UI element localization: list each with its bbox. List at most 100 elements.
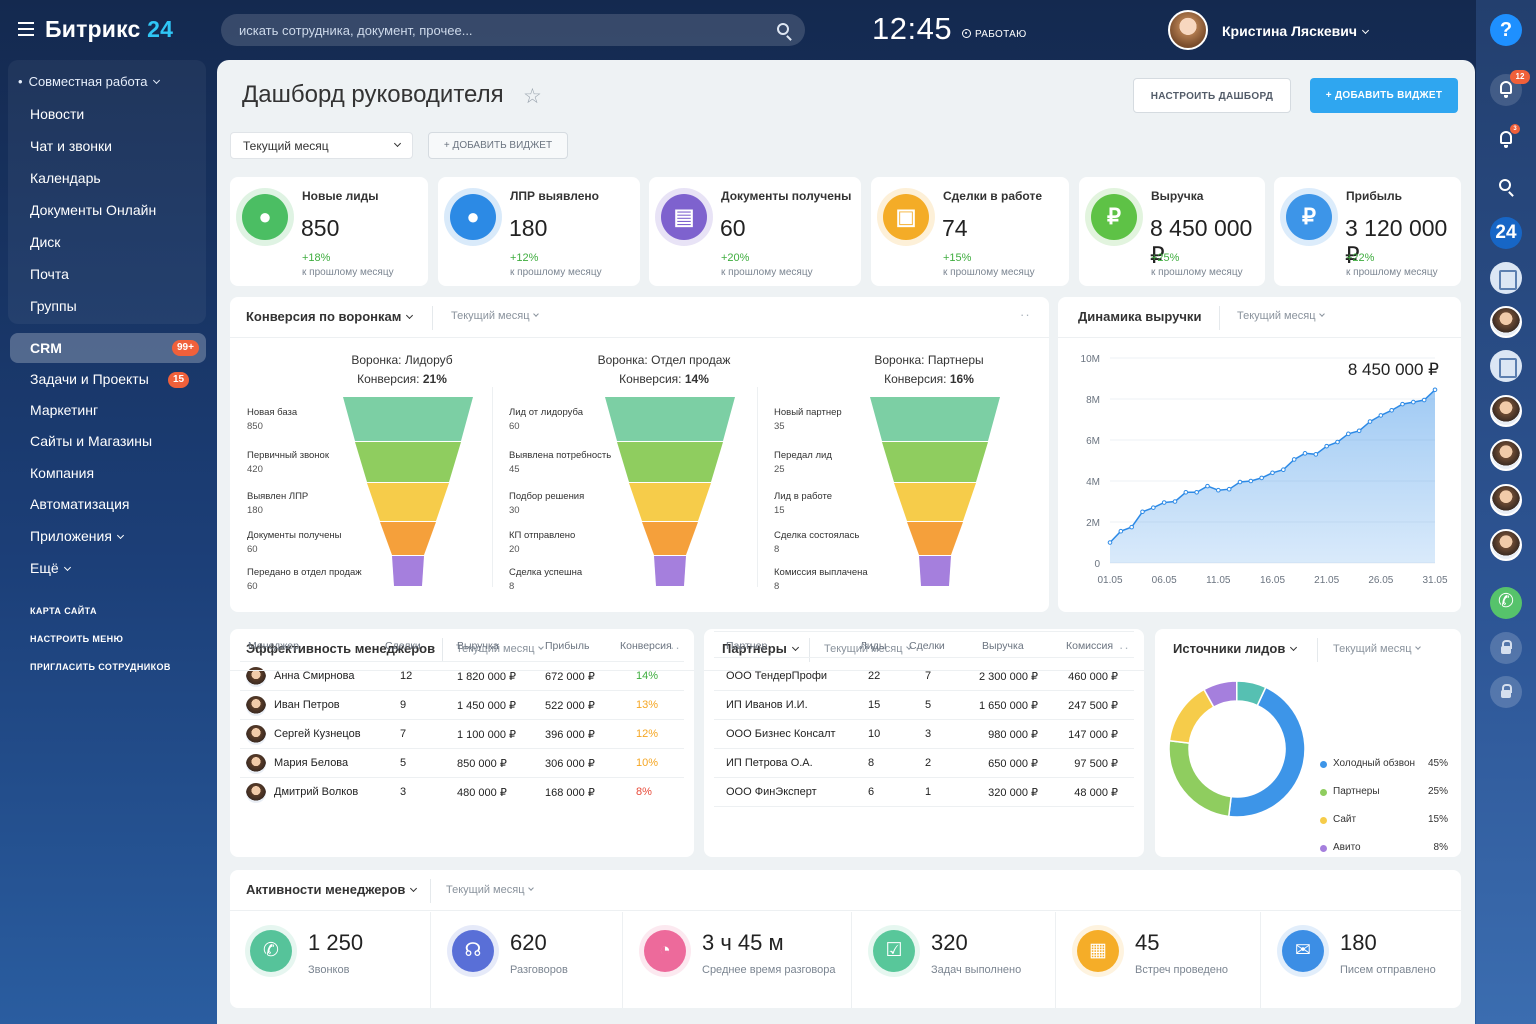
card-title[interactable]: Конверсия по воронкам [246, 309, 414, 324]
card-title[interactable]: Активности менеджеров [246, 882, 418, 897]
period-select[interactable]: Текущий месяц [1333, 643, 1421, 655]
manager-name[interactable]: Мария Белова [274, 757, 349, 769]
kpi-card[interactable]: ● ЛПР выявлено 180 +12% к прошлому месяцу [438, 177, 640, 286]
invite-employees-link[interactable]: ПРИГЛАСИТЬ СОТРУДНИКОВ [30, 662, 171, 672]
pie-slice[interactable] [1236, 680, 1267, 707]
sidebar-item-docs[interactable]: Документы Онлайн [30, 202, 157, 218]
help-button[interactable]: ? [1490, 14, 1522, 46]
sidebar-item-tasks[interactable]: Задачи и Проекты [30, 371, 149, 387]
period-select[interactable]: Текущий месяц [446, 884, 534, 896]
search-box[interactable] [221, 14, 805, 46]
sidebar-item-calendar[interactable]: Календарь [30, 170, 101, 186]
kpi-card[interactable]: ▤ Документы получены 60 +20% к прошлому меся… [649, 177, 861, 286]
funnel-stage-name: Новый партнер [774, 407, 842, 418]
configure-dashboard-button[interactable]: НАСТРОИТЬ ДАШБОРД [1133, 78, 1291, 113]
partner-name[interactable]: ООО Бизнес Консалт [726, 728, 836, 740]
sidebar-item-company[interactable]: Компания [30, 465, 95, 481]
period-select[interactable]: Текущий месяц [451, 310, 539, 322]
avatar[interactable] [1490, 484, 1522, 516]
partner-commission: 147 000 ₽ [1068, 729, 1118, 741]
sidebar-item-apps[interactable]: Приложения [30, 528, 124, 544]
sidebar-item-marketing[interactable]: Маркетинг [30, 402, 99, 418]
b24-button[interactable]: 24 [1490, 217, 1522, 249]
activity-label: Среднее время разговора [702, 964, 836, 976]
search-input[interactable] [239, 14, 759, 46]
more-icon[interactable]: ·· [1020, 307, 1031, 322]
sidebar-item-mail[interactable]: Почта [30, 266, 69, 282]
user-menu[interactable]: Кристина Ляскевич [1222, 23, 1370, 39]
lock-icon[interactable] [1490, 632, 1522, 664]
sidebar-item-crm[interactable]: CRM 99+ [10, 333, 206, 363]
card-title[interactable]: Источники лидов [1173, 641, 1298, 656]
partner-name[interactable]: ООО ФинЭксперт [726, 786, 817, 798]
avatar[interactable] [1490, 306, 1522, 338]
partner-name[interactable]: ИП Иванов И.И. [726, 699, 808, 711]
add-widget-small-button[interactable]: + ДОБАВИТЬ ВИДЖЕТ [428, 132, 568, 159]
sidebar-item-chat[interactable]: Чат и звонки [30, 138, 112, 154]
legend-dot [1320, 761, 1327, 768]
divider [809, 638, 810, 662]
table-header: Сделки [909, 640, 945, 652]
manager-name[interactable]: Дмитрий Волков [274, 786, 359, 798]
tasks-badge: 15 [168, 372, 190, 388]
sidebar-item-automation[interactable]: Автоматизация [30, 496, 130, 512]
add-widget-button[interactable]: + ДОБАВИТЬ ВИДЖЕТ [1310, 78, 1458, 113]
data-point [1281, 467, 1286, 473]
kpi-card[interactable]: ₽ Выручка 8 450 000 ₽ +25% к прошлому месяцу [1079, 177, 1265, 286]
pie-slice[interactable] [1168, 739, 1232, 818]
period-select[interactable]: Текущий месяц [456, 643, 544, 655]
activity-value: 620 [510, 930, 547, 955]
kpi-card[interactable]: ₽ Прибыль 3 120 000 ₽ +22% к прошлому месяцу [1274, 177, 1461, 286]
sidebar-item-news[interactable]: Новости [30, 106, 85, 122]
menu-icon[interactable] [18, 22, 34, 36]
y-tick-label: 8M [1086, 395, 1100, 406]
search-icon[interactable] [1499, 179, 1511, 191]
lock-icon[interactable] [1490, 676, 1522, 708]
sidebar-group-header[interactable]: Совместная работа [18, 74, 160, 89]
avatar[interactable] [1490, 529, 1522, 561]
partner-name[interactable]: ИП Петрова О.А. [726, 757, 813, 769]
sidebar-item-disk[interactable]: Диск [30, 234, 61, 250]
document-icon[interactable] [1490, 262, 1522, 294]
more-icon[interactable]: ·· [1119, 640, 1130, 655]
document-icon[interactable] [1490, 350, 1522, 382]
manager-name[interactable]: Анна Смирнова [274, 670, 355, 682]
kpi-card[interactable]: ● Новые лиды 850 +18% к прошлому месяцу [230, 177, 428, 286]
manager-name[interactable]: Иван Петров [274, 699, 340, 711]
manager-name[interactable]: Сергей Кузнецов [274, 728, 361, 740]
avatar[interactable] [1490, 395, 1522, 427]
card-title[interactable]: Партнеры [722, 641, 799, 656]
sidebar-item-more[interactable]: Ещё [30, 560, 71, 576]
partner-name[interactable]: ООО ТендерПрофи [726, 670, 828, 682]
funnel-stage-value: 60 [509, 421, 520, 432]
sidebar-item-groups[interactable]: Группы [30, 298, 77, 314]
work-status[interactable]: РАБОТАЮ [962, 29, 1027, 40]
funnel-stage-bar [355, 442, 461, 482]
funnel-stage-bar [367, 483, 449, 521]
main-content: Дашборд руководителя ☆ НАСТРОИТЬ ДАШБОРД… [217, 60, 1475, 1024]
configure-menu-link[interactable]: НАСТРОИТЬ МЕНЮ [30, 634, 124, 644]
card-title: Эффективность менеджеров [246, 641, 436, 656]
pie-slice[interactable] [1227, 686, 1306, 818]
avatar[interactable] [1490, 439, 1522, 471]
kpi-card[interactable]: ▣ Сделки в работе 74 +15% к прошлому месяцу [871, 177, 1069, 286]
sidebar-item-sites[interactable]: Сайты и Магазины [30, 433, 153, 449]
period-select[interactable]: Текущий месяц [230, 132, 413, 159]
data-point [1411, 399, 1416, 405]
sitemap-link[interactable]: КАРТА САЙТА [30, 606, 97, 616]
alerts-button[interactable] [1490, 124, 1522, 156]
avatar[interactable] [1168, 10, 1208, 50]
more-icon[interactable]: ·· [670, 640, 681, 655]
search-icon[interactable] [777, 23, 789, 35]
mail-icon: ✉ [1277, 925, 1329, 977]
phone-icon[interactable] [1490, 587, 1522, 619]
star-icon[interactable]: ☆ [523, 85, 542, 108]
period-select[interactable]: Текущий месяц [824, 643, 912, 655]
pie-slice[interactable] [1168, 688, 1215, 744]
period-select[interactable]: Текущий месяц [1237, 310, 1325, 322]
manager-conversion: 8% [636, 786, 652, 798]
funnel-stage-bar [605, 397, 735, 441]
logo[interactable]: Битрикс 24 [45, 16, 174, 42]
funnel-stage-bar [882, 442, 988, 482]
card-title: Динамика выручки [1078, 309, 1202, 324]
